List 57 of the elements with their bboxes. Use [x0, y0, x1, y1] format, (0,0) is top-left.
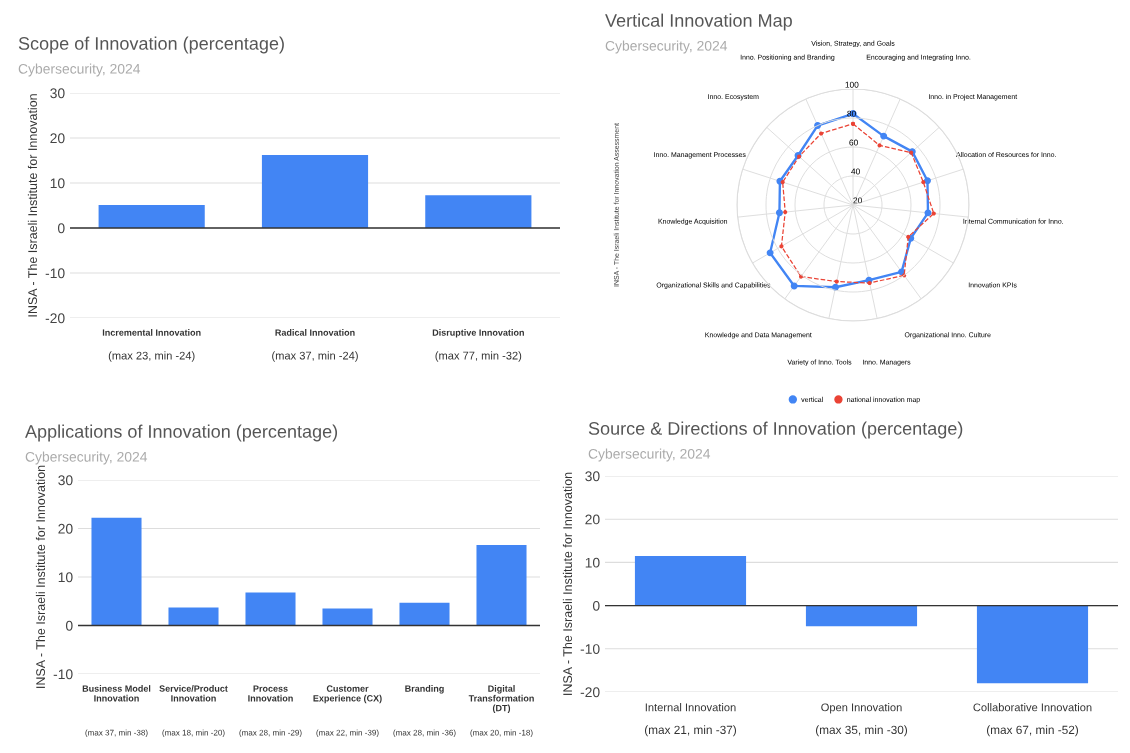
chart-title: Scope of Innovation (percentage)	[18, 36, 284, 54]
y-tick-label: -20	[580, 687, 600, 698]
y-tick-label: 20	[58, 523, 73, 534]
x-tick-label: Branding	[405, 685, 444, 694]
y-tick-label: 60	[849, 139, 858, 146]
y-tick-label: 0	[592, 600, 600, 611]
y-tick-label: 40	[851, 168, 860, 175]
text: (max 28, min -36)	[393, 729, 456, 738]
y-tick-label: 30	[585, 471, 600, 482]
y-tick-label: 10	[50, 178, 65, 189]
y-tick-label: 100	[845, 81, 859, 88]
text: (max 23, min -24)	[108, 351, 195, 362]
chart-title: Applications of Innovation (percentage)	[25, 424, 338, 442]
y-axis-title: INSA - The Israeli Institute for Innovation	[562, 472, 573, 695]
x-tick-label: Digital Transformation (DT)	[468, 685, 534, 714]
y-tick-label: 30	[58, 475, 73, 486]
y-tick-label: 30	[50, 88, 65, 99]
x-tick-label: Service/Product Innovation	[159, 685, 228, 702]
x-tick-label: Process Innovation	[248, 685, 293, 702]
chart-subtitle: Cybersecurity, 2024	[605, 40, 728, 54]
y-tick-label: 20	[585, 514, 600, 525]
x-tick-label: Incremental Innovation	[102, 329, 201, 336]
y-axis-title: INSA - The Israeli Institute for Innovation	[35, 465, 46, 688]
chart-subtitle: Cybersecurity, 2024	[18, 63, 141, 77]
y-tick-label: 0	[57, 223, 65, 234]
y-tick-label: -10	[53, 669, 73, 680]
y-tick-label: 20	[50, 133, 65, 144]
text: (max 35, min -30)	[815, 725, 908, 737]
x-tick-label: Customer Experience (CX)	[313, 685, 382, 704]
x-tick-label: Internal Innovation	[645, 703, 736, 712]
y-tick-label: -10	[580, 644, 600, 654]
chart-subtitle: Cybersecurity, 2024	[588, 448, 711, 462]
text: (max 37, min -24)	[272, 351, 358, 362]
chart-title: Vertical Innovation Map	[605, 13, 792, 31]
x-tick-label: Disruptive Innovation	[432, 329, 524, 338]
y-tick-label: 20	[853, 197, 862, 204]
text: (max 67, min -52)	[986, 725, 1079, 737]
text: (max 37, min -38)	[85, 729, 148, 738]
text: (max 21, min -37)	[644, 725, 737, 737]
x-tick-label: Radical Innovation	[275, 329, 355, 336]
y-tick-label: -20	[45, 313, 65, 324]
text: (max 28, min -29)	[239, 729, 302, 738]
text: (max 20, min -18)	[470, 729, 533, 738]
y-tick-label: 80	[847, 110, 856, 117]
x-tick-label: Collaborative Innovation	[973, 703, 1092, 712]
text: (max 77, min -32)	[435, 351, 522, 362]
text: (max 22, min -39)	[316, 729, 379, 738]
y-tick-label: 0	[65, 620, 73, 631]
text: (max 18, min -20)	[162, 729, 225, 738]
chart-subtitle: Cybersecurity, 2024	[25, 451, 148, 465]
y-tick-label: -10	[45, 268, 65, 279]
y-axis-title: INSA - The Israeli Institute for Innovation	[27, 94, 38, 317]
x-tick-label: Open Innovation	[821, 703, 902, 714]
y-tick-label: 10	[58, 572, 73, 583]
chart-title: Source & Directions of Innovation (percentage)	[588, 421, 963, 439]
y-tick-label: 10	[585, 557, 600, 568]
x-tick-label: Business Model Innovation	[82, 685, 151, 702]
